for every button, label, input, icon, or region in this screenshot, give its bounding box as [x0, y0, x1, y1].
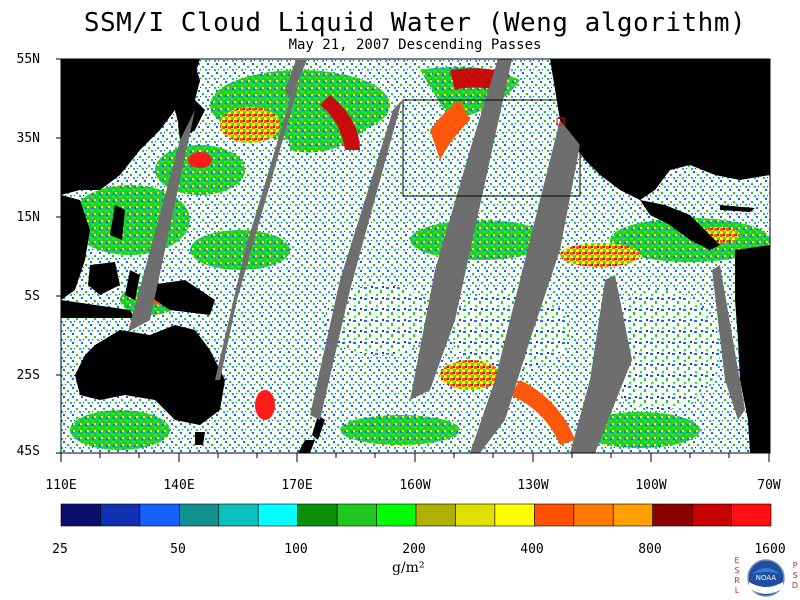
colorbar-cell	[218, 503, 259, 527]
noaa-esrl-logo: E S R L NOAA P S D	[733, 556, 799, 600]
colorbar-tick-label: 400	[520, 542, 544, 557]
logo-letter: L	[734, 586, 740, 595]
lat-label: 25S	[16, 368, 40, 383]
colorbar-cell	[376, 503, 417, 527]
colorbar-cell	[60, 503, 101, 527]
colorbar-tick-label: 50	[170, 542, 186, 557]
colorbar-cell	[691, 503, 732, 527]
lon-label: 140E	[163, 478, 195, 493]
lon-label: 100W	[635, 478, 667, 493]
colorbar-cell	[415, 503, 456, 527]
colorbar-cell	[494, 503, 535, 527]
lat-label: 45S	[16, 444, 40, 459]
logo-letter: P	[792, 561, 798, 570]
colorbar-tick-label: 1600	[754, 542, 786, 557]
lon-label: 170E	[281, 478, 313, 493]
colorbar-tick-label: 200	[402, 542, 426, 557]
logo-letter: S	[734, 566, 740, 575]
colorbar-cell	[336, 503, 377, 527]
lat-label: 55N	[16, 52, 40, 67]
colorbar-tick-label: 800	[638, 542, 662, 557]
lon-label: 110E	[45, 478, 77, 493]
lat-label: 15N	[16, 210, 40, 225]
lat-label: 35N	[16, 131, 40, 146]
noaa-emblem-icon: NOAA	[747, 559, 785, 597]
lon-label: 70W	[757, 478, 781, 493]
logo-letter: S	[792, 571, 798, 580]
colorbar-cell	[297, 503, 338, 527]
lon-label: 160W	[399, 478, 431, 493]
lat-label: 5S	[24, 289, 40, 304]
colorbar-tick-label: 25	[52, 542, 68, 557]
logo-letter: E	[734, 556, 740, 565]
logo-letter: R	[734, 576, 740, 585]
colorbar-units-label: g/m²	[392, 560, 425, 576]
colorbar-cell	[455, 503, 496, 527]
colorbar-cell	[179, 503, 220, 527]
colorbar-cell	[573, 503, 614, 527]
logo-letter: D	[791, 581, 799, 590]
page-title: SSM/I Cloud Liquid Water (Weng algorithm…	[83, 8, 747, 38]
page-subtitle: May 21, 2007 Descending Passes	[288, 37, 542, 53]
colorbar-cell	[534, 503, 575, 527]
colorbar-cell	[731, 503, 772, 527]
colorbar-tick-label: 100	[284, 542, 308, 557]
noaa-emblem-text: NOAA	[756, 574, 777, 582]
colorbar	[60, 503, 772, 527]
colorbar-cell	[139, 503, 180, 527]
colorbar-cell	[652, 503, 693, 527]
colorbar-cell	[612, 503, 653, 527]
colorbar-cell	[100, 503, 141, 527]
lon-label: 130W	[517, 478, 549, 493]
colorbar-cell	[257, 503, 298, 527]
